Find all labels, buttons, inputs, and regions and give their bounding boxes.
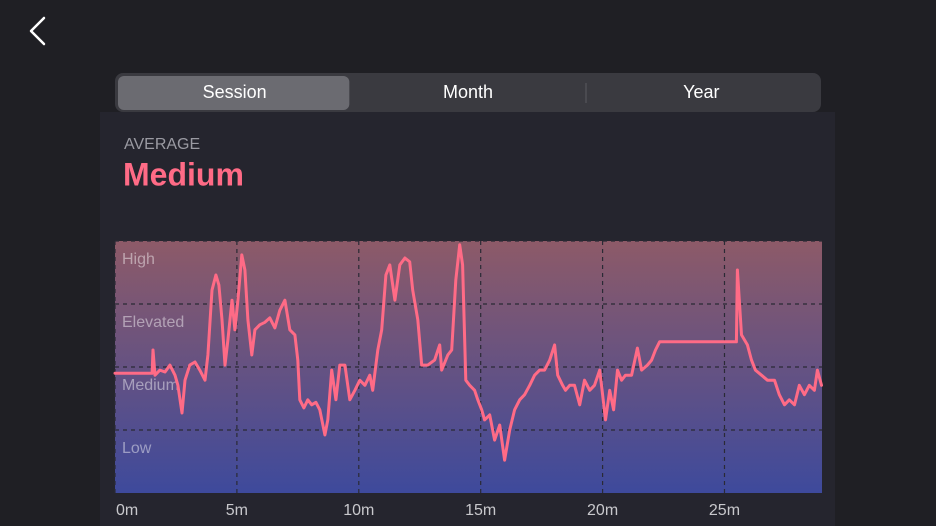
y-tick-label: Medium: [122, 377, 179, 394]
summary-label: AVERAGE: [124, 136, 200, 153]
x-tick-label: 20m: [587, 502, 618, 519]
data-line: [113, 243, 823, 462]
x-tick-label: 5m: [226, 502, 248, 519]
x-tick-label: 10m: [343, 502, 374, 519]
segment-label[interactable]: Year: [683, 82, 719, 102]
y-tick-label: Elevated: [122, 314, 184, 331]
x-tick-label: 0m: [116, 502, 138, 519]
x-tick-label: 15m: [465, 502, 496, 519]
y-tick-label: High: [122, 251, 155, 268]
x-tick-label: 25m: [709, 502, 740, 519]
y-tick-label: Low: [122, 440, 152, 457]
summary-value: Medium: [123, 156, 244, 192]
segment-label[interactable]: Session: [203, 82, 267, 102]
back-button[interactable]: [29, 16, 46, 46]
segment-selected: [118, 76, 350, 110]
segment-label[interactable]: Month: [443, 82, 493, 102]
